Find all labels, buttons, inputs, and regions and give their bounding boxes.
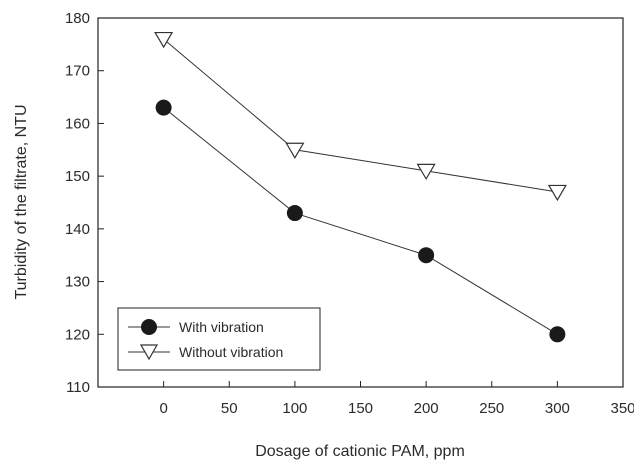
y-axis-ticks: 110 120 130 140 150 160 170 180 bbox=[65, 10, 104, 396]
legend-marker-without-vibration bbox=[139, 344, 159, 361]
y-tick-label: 170 bbox=[65, 63, 90, 80]
legend: With vibration Without vibration bbox=[117, 307, 321, 371]
y-tick-label: 120 bbox=[65, 326, 90, 343]
x-tick-label: 100 bbox=[282, 400, 307, 417]
x-tick-label: 250 bbox=[479, 400, 504, 417]
x-tick-label: 50 bbox=[221, 400, 238, 417]
data-point-with-vibration bbox=[549, 326, 566, 343]
legend-label-with-vibration: With vibration bbox=[179, 319, 264, 335]
data-point-with-vibration bbox=[418, 247, 435, 264]
x-axis-ticks: 0 50 100 150 200 250 300 350 bbox=[159, 381, 634, 417]
x-tick-label: 350 bbox=[610, 400, 634, 417]
x-tick-label: 0 bbox=[159, 400, 167, 417]
data-point-with-vibration bbox=[155, 99, 172, 116]
x-axis-title: Dosage of cationic PAM, ppm bbox=[255, 443, 465, 460]
legend-marker-with-vibration bbox=[141, 319, 157, 335]
data-point-without-vibration bbox=[154, 31, 174, 49]
y-tick-label: 110 bbox=[66, 379, 90, 396]
data-point-without-vibration bbox=[416, 163, 436, 181]
legend-box bbox=[117, 307, 321, 371]
x-tick-label: 200 bbox=[414, 400, 439, 417]
y-axis-title: Turbidity of the filtrate, NTU bbox=[13, 104, 30, 299]
y-tick-label: 180 bbox=[65, 10, 90, 27]
data-point-with-vibration bbox=[286, 205, 303, 222]
y-tick-label: 160 bbox=[65, 115, 90, 132]
x-tick-label: 150 bbox=[348, 400, 373, 417]
series-line-0 bbox=[163, 107, 558, 335]
y-tick-label: 150 bbox=[65, 168, 90, 185]
legend-label-without-vibration: Without vibration bbox=[179, 344, 283, 360]
data-point-without-vibration bbox=[547, 184, 567, 202]
y-tick-label: 140 bbox=[65, 221, 90, 238]
series-line-1 bbox=[163, 38, 558, 193]
data-point-without-vibration bbox=[285, 142, 305, 159]
y-tick-label: 130 bbox=[65, 274, 90, 291]
x-tick-label: 300 bbox=[545, 400, 570, 417]
series-layer bbox=[154, 31, 567, 343]
